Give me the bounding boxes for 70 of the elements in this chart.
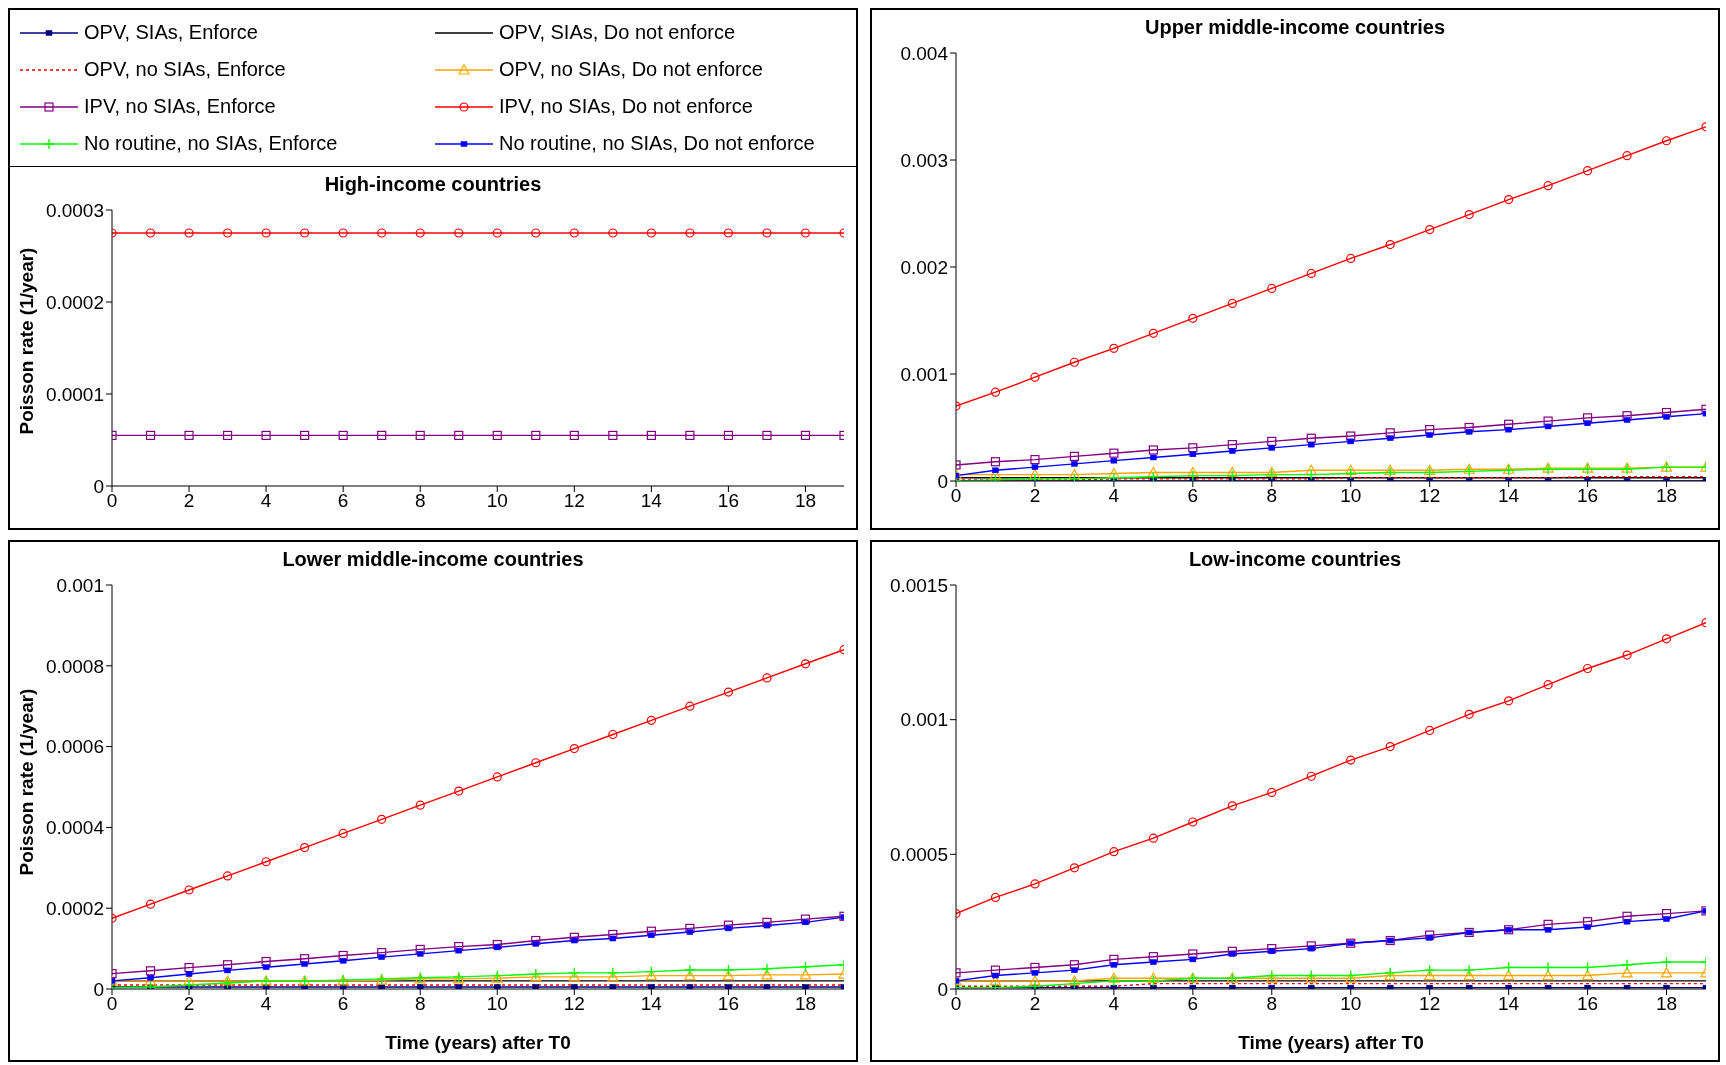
x-tick-label: 14	[640, 490, 663, 512]
y-tick-label: 0.0005	[889, 844, 948, 866]
y-tick-label: 0	[937, 470, 948, 492]
x-tick-label: 18	[1655, 993, 1678, 1015]
x-tick-label: 2	[1029, 993, 1041, 1015]
x-tick-label: 4	[260, 490, 272, 512]
x-tick-label: 8	[1266, 485, 1278, 507]
y-tick-label: 0	[937, 978, 948, 1000]
y-tick-label: 0.0008	[45, 655, 104, 677]
x-tick-label: 12	[1419, 993, 1441, 1015]
x-tick-label: 16	[717, 993, 739, 1015]
x-tick-label: 18	[794, 490, 817, 512]
x-tick-label: 10	[1340, 485, 1362, 507]
legend-label: No routine, no SIAs, Do not enforce	[499, 132, 815, 155]
chart-title: Lower middle-income countries	[281, 548, 585, 571]
y-tick-label: 0.001	[56, 574, 104, 596]
x-tick-label: 16	[1577, 993, 1599, 1015]
y-tick-label: 0.0004	[45, 817, 105, 839]
chart-title: High-income countries	[323, 173, 543, 196]
x-tick-label: 12	[563, 490, 585, 512]
x-tick-label: 6	[337, 993, 349, 1015]
x-tick-label: 2	[183, 993, 195, 1015]
x-tick-label: 10	[486, 993, 508, 1015]
x-tick-label: 8	[414, 993, 426, 1015]
x-tick-label: 6	[1187, 993, 1199, 1015]
legend-label: OPV, no SIAs, Do not enforce	[499, 58, 763, 81]
chart-title: Upper middle-income countries	[1143, 16, 1447, 39]
y-tick-label: 0.001	[900, 363, 948, 385]
x-axis-title: Time (years) after T0	[1238, 1032, 1424, 1053]
y-tick-label: 0.0002	[45, 897, 104, 919]
y-tick-label: 0.0001	[45, 383, 104, 405]
x-tick-label: 6	[337, 490, 349, 512]
y-tick-label: 0.001	[900, 709, 948, 731]
y-tick-label: 0.0015	[889, 574, 948, 596]
x-tick-label: 18	[794, 993, 817, 1015]
x-tick-label: 6	[1187, 485, 1199, 507]
x-tick-label: 14	[640, 993, 663, 1015]
legend-label: OPV, no SIAs, Enforce	[84, 58, 286, 81]
x-tick-label: 16	[1577, 485, 1599, 507]
chart-title: Low-income countries	[1187, 548, 1403, 571]
y-tick-label: 0.0006	[45, 736, 104, 758]
x-tick-label: 14	[1498, 993, 1520, 1015]
legend-label: IPV, no SIAs, Do not enforce	[499, 95, 753, 118]
legend-label: No routine, no SIAs, Enforce	[84, 132, 338, 155]
x-tick-label: 8	[414, 490, 426, 512]
x-tick-label: 10	[1340, 993, 1362, 1015]
x-tick-label: 4	[1108, 993, 1120, 1015]
x-tick-label: 12	[1419, 485, 1441, 507]
x-tick-label: 18	[1655, 485, 1678, 507]
x-tick-label: 2	[1029, 485, 1041, 507]
x-axis-title: Time (years) after T0	[385, 1032, 571, 1053]
x-tick-label: 4	[260, 993, 272, 1015]
x-tick-label: 4	[1108, 485, 1120, 507]
legend-label: OPV, SIAs, Enforce	[84, 21, 258, 44]
y-axis-title: Poisson rate (1/year)	[16, 247, 38, 435]
x-tick-label: 16	[717, 490, 739, 512]
legend-label: OPV, SIAs, Do not enforce	[499, 21, 736, 44]
y-axis-title: Poisson rate (1/year)	[16, 688, 38, 876]
y-tick-label: 0	[93, 978, 104, 1000]
x-tick-label: 14	[1498, 485, 1520, 507]
x-tick-label: 10	[486, 490, 508, 512]
y-tick-label: 0.003	[900, 149, 948, 171]
y-tick-label: 0.002	[900, 256, 948, 278]
y-tick-label: 0.004	[900, 42, 949, 64]
y-tick-label: 0.0003	[45, 199, 104, 221]
y-tick-label: 0.0002	[45, 291, 104, 313]
x-tick-label: 8	[1266, 993, 1278, 1015]
x-tick-label: 12	[563, 993, 585, 1015]
x-tick-label: 2	[183, 490, 195, 512]
legend-label: IPV, no SIAs, Enforce	[84, 95, 276, 118]
